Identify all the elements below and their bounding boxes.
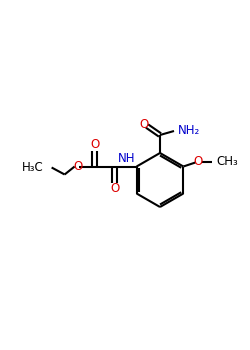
Text: NH: NH bbox=[118, 153, 135, 166]
Text: O: O bbox=[140, 119, 148, 132]
Text: O: O bbox=[73, 160, 82, 173]
Text: CH₃: CH₃ bbox=[216, 155, 238, 168]
Text: O: O bbox=[90, 138, 99, 151]
Text: O: O bbox=[194, 155, 203, 168]
Text: H₃C: H₃C bbox=[22, 161, 44, 174]
Text: NH₂: NH₂ bbox=[178, 124, 200, 136]
Text: O: O bbox=[110, 182, 119, 195]
